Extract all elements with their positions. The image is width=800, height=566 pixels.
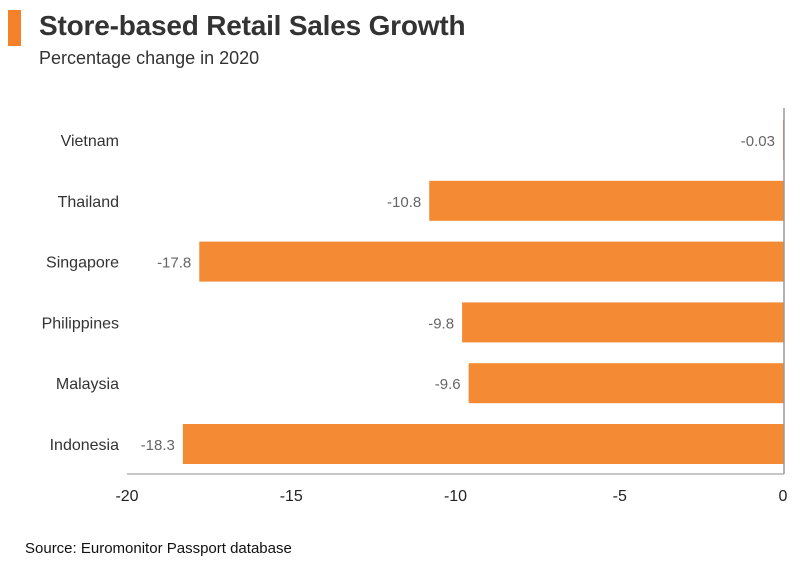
bar-philippines: [462, 302, 784, 343]
chart-subtitle: Percentage change in 2020: [39, 48, 260, 68]
value-label: -9.6: [435, 376, 461, 393]
bar-indonesia: [182, 424, 785, 464]
x-tick-label: 0: [779, 488, 788, 505]
x-tick-label: -20: [115, 488, 138, 505]
bar-singapore: [199, 241, 784, 282]
value-label: -17.8: [157, 255, 191, 272]
labels-layer: Vietnam -0.03 Thailand -10.8 Singapore -17.8 P…: [42, 133, 775, 454]
value-label: -9.8: [428, 315, 454, 332]
x-tick-label: -15: [280, 488, 303, 505]
category-label: Malaysia: [56, 376, 119, 393]
chart-title: Store-based Retail Sales Growth: [39, 10, 466, 41]
category-label: Singapore: [46, 255, 119, 272]
category-label: Vietnam: [61, 133, 119, 150]
category-label: Thailand: [58, 194, 119, 211]
source-note: Source: Euromonitor Passport database: [25, 540, 292, 557]
value-label: -10.8: [387, 194, 421, 211]
bars-layer: [182, 120, 785, 464]
value-label: -18.3: [141, 437, 175, 454]
category-label: Indonesia: [50, 437, 119, 454]
x-axis-ticks: -20 -15 -10 -5 0: [115, 488, 787, 505]
bar-thailand: [429, 180, 784, 221]
category-label: Philippines: [42, 315, 119, 332]
title-accent-bar: [8, 10, 21, 46]
x-tick-label: -5: [613, 488, 627, 505]
x-tick-label: -10: [444, 488, 467, 505]
bar-malaysia: [468, 363, 784, 404]
value-label: -0.03: [741, 133, 775, 150]
